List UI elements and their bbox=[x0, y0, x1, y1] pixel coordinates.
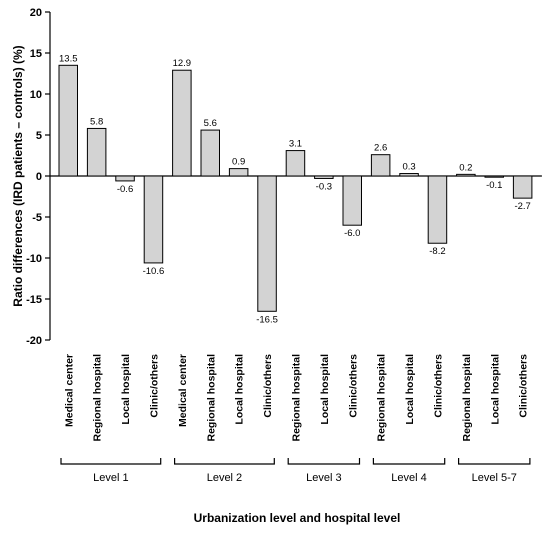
bar bbox=[456, 173, 476, 177]
bar-value-label: 13.5 bbox=[59, 53, 78, 64]
bar-value-label: 0.9 bbox=[232, 157, 245, 168]
bar-value-label: -0.1 bbox=[486, 180, 502, 191]
bar-value-label: -2.7 bbox=[514, 201, 530, 212]
category-label: Medical center bbox=[177, 354, 189, 427]
y-tick-label: 5 bbox=[36, 130, 42, 142]
category-label: Local hospital bbox=[120, 354, 132, 425]
bar-value-label: -0.6 bbox=[117, 184, 133, 195]
group-label: Level 4 bbox=[391, 472, 426, 484]
group-label: Level 1 bbox=[93, 472, 128, 484]
y-tick-label: 15 bbox=[30, 48, 42, 60]
group-bracket bbox=[287, 458, 361, 465]
category-label: Local hospital bbox=[234, 354, 246, 425]
x-axis-title: Urbanization level and hospital level bbox=[194, 511, 401, 525]
bar bbox=[484, 175, 504, 178]
group-label: Level 3 bbox=[306, 472, 341, 484]
y-axis-title: Ratio differences (IRD patients – contro… bbox=[11, 45, 25, 306]
bar bbox=[342, 175, 362, 226]
bar bbox=[314, 175, 334, 179]
category-label: Regional hospital bbox=[461, 354, 473, 442]
bar bbox=[143, 175, 164, 264]
category-label: Medical center bbox=[63, 354, 75, 427]
group-brackets: Level 1 Level 2 Level 3 Level 4 Level 5-7 bbox=[60, 458, 531, 484]
bar bbox=[172, 69, 192, 177]
bar-value-label: 2.6 bbox=[374, 143, 387, 154]
y-tick-label: 20 bbox=[30, 7, 42, 19]
bar bbox=[285, 150, 306, 177]
bar bbox=[200, 129, 220, 177]
bar-value-label: -6.0 bbox=[344, 228, 360, 239]
category-label: Clinic/others bbox=[518, 354, 530, 418]
group-bracket bbox=[174, 458, 275, 465]
bar bbox=[370, 154, 391, 177]
bar bbox=[399, 173, 419, 177]
y-tick-label: -15 bbox=[26, 294, 42, 306]
y-tick-label: -20 bbox=[26, 335, 42, 347]
bar-value-label: 12.9 bbox=[173, 58, 192, 69]
category-label: Regional hospital bbox=[92, 354, 104, 442]
bar bbox=[257, 175, 277, 312]
bar-value-label: -16.5 bbox=[256, 314, 278, 325]
category-label: Regional hospital bbox=[376, 354, 388, 442]
bar bbox=[86, 127, 107, 177]
category-labels: Medical center Regional hospital Local hos… bbox=[63, 354, 529, 442]
bar-value-label: -0.3 bbox=[316, 181, 332, 192]
bar bbox=[228, 168, 249, 177]
bar bbox=[427, 175, 448, 244]
group-bracket bbox=[458, 458, 531, 465]
group-label: Level 5-7 bbox=[472, 472, 517, 484]
y-tick-label: -10 bbox=[26, 253, 42, 265]
bar-value-label: -10.6 bbox=[143, 266, 165, 277]
category-label: Clinic/others bbox=[262, 354, 274, 418]
category-label: Clinic/others bbox=[347, 354, 359, 418]
group-bracket bbox=[372, 458, 446, 465]
value-labels: 13.5 5.8 -0.6 -10.6 12.9 5.6 0.9 -16.5 3.1 -0.3 -6… bbox=[59, 53, 531, 325]
category-label: Clinic/others bbox=[148, 354, 160, 418]
category-label: Local hospital bbox=[489, 354, 501, 425]
bars bbox=[58, 64, 533, 312]
bar-value-label: 0.3 bbox=[402, 162, 415, 173]
bar-value-label: -8.2 bbox=[429, 246, 445, 257]
category-label: Local hospital bbox=[319, 354, 331, 425]
bar-value-label: 0.2 bbox=[459, 162, 472, 173]
bar-value-label: 5.8 bbox=[90, 116, 103, 127]
bar bbox=[58, 64, 78, 177]
y-axis: -20 -15 -10 -5 0 5 10 15 20 bbox=[26, 7, 542, 347]
category-label: Regional hospital bbox=[205, 354, 217, 442]
group-label: Level 2 bbox=[207, 472, 242, 484]
y-tick-label: 0 bbox=[36, 171, 42, 183]
category-label: Regional hospital bbox=[290, 354, 302, 442]
bar bbox=[512, 175, 533, 199]
category-label: Local hospital bbox=[404, 354, 416, 425]
y-tick-label: 10 bbox=[30, 89, 42, 101]
bar bbox=[115, 175, 135, 182]
category-label: Clinic/others bbox=[432, 354, 444, 418]
y-tick-label: -5 bbox=[32, 212, 42, 224]
bar-value-label: 3.1 bbox=[289, 139, 302, 150]
bar-value-label: 5.6 bbox=[204, 118, 217, 129]
group-bracket bbox=[60, 458, 162, 465]
